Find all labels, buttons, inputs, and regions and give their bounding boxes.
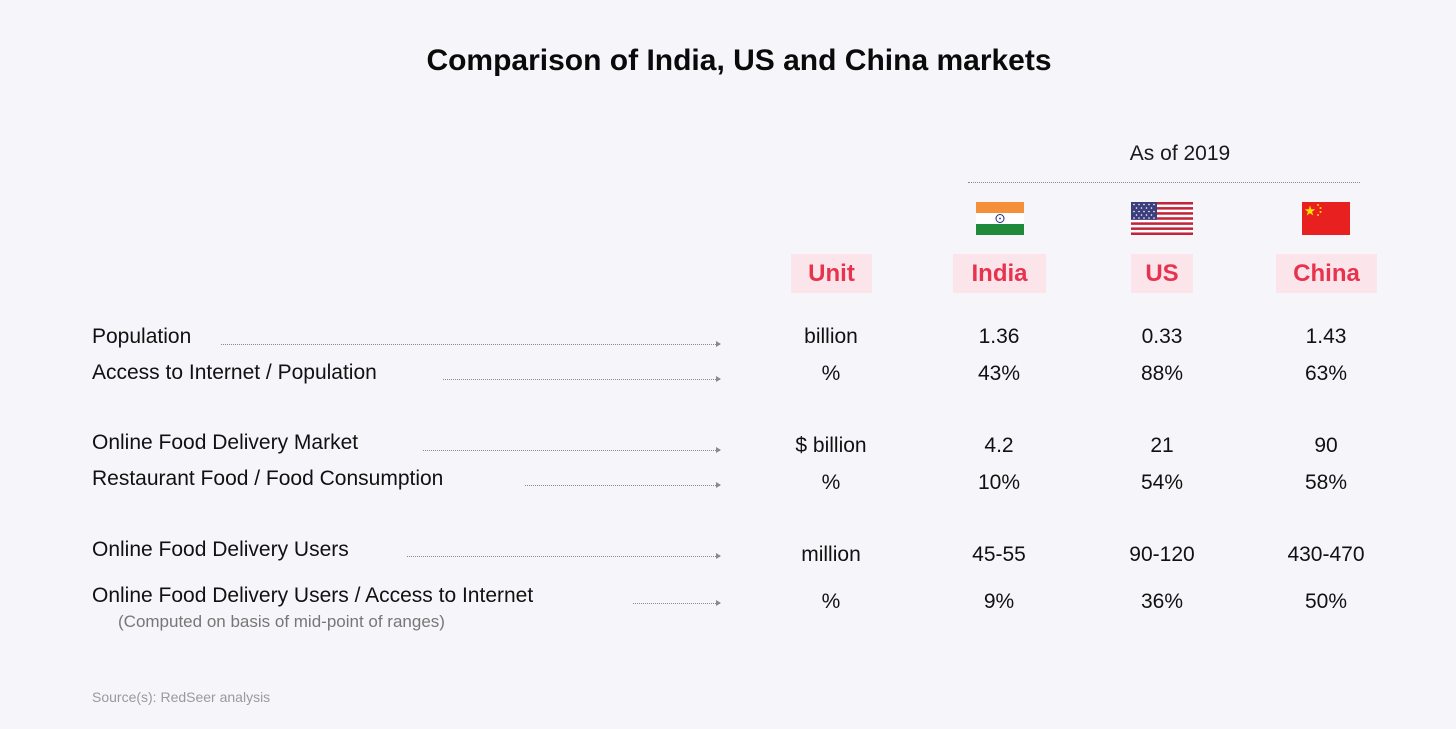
row-leader [221,341,721,347]
cell-india: 9% [983,590,1015,613]
row-leader [633,600,721,606]
cell-unit: % [821,362,841,385]
cell-unit: % [821,590,841,613]
cell-unit: $ billion [795,434,867,457]
source-note: Source(s): RedSeer analysis [92,689,271,705]
header-us: US [1131,254,1193,293]
row-label-internet-access: Access to Internet / Population [92,361,377,384]
cell-india: 43% [977,362,1021,385]
row-label-population: Population [92,325,192,348]
cell-india: 1.36 [978,325,1020,348]
row-leader [407,553,721,559]
row-label-restaurant-food: Restaurant Food / Food Consumption [92,467,444,490]
cell-us: 90-120 [1129,543,1195,566]
cell-china: 430-470 [1287,543,1365,566]
cell-china: 1.43 [1305,325,1347,348]
cell-us: 21 [1150,434,1174,457]
as-of-label: As of 2019 [1129,142,1231,165]
computation-note: (Computed on basis of mid-point of range… [118,612,445,631]
india-flag-icon [976,202,1024,235]
row-leader [525,482,721,488]
us-flag-icon [1131,202,1193,235]
cell-china: 50% [1304,590,1348,613]
cell-unit: billion [804,325,858,348]
cell-us: 88% [1140,362,1184,385]
header-india: India [953,254,1046,293]
cell-us: 36% [1140,590,1184,613]
cell-china: 58% [1304,471,1348,494]
header-china: China [1276,254,1377,293]
row-leader [443,376,721,382]
cell-india: 4.2 [984,434,1014,457]
as-of-divider [968,182,1360,183]
cell-unit: million [801,543,861,566]
cell-us: 0.33 [1141,325,1183,348]
cell-india: 10% [977,471,1021,494]
cell-unit: % [821,471,841,494]
row-label-ofd-market: Online Food Delivery Market [92,431,359,454]
cell-china: 90 [1314,434,1338,457]
page-title: Comparison of India, US and China market… [426,44,1052,77]
row-label-ofd-users: Online Food Delivery Users [92,538,349,561]
china-flag-icon [1302,202,1350,235]
cell-india: 45-55 [972,543,1026,566]
cell-us: 54% [1140,471,1184,494]
cell-china: 63% [1304,362,1348,385]
header-unit: Unit [791,254,872,293]
row-leader [423,447,721,453]
row-label-ofd-users-internet: Online Food Delivery Users / Access to I… [92,584,534,607]
